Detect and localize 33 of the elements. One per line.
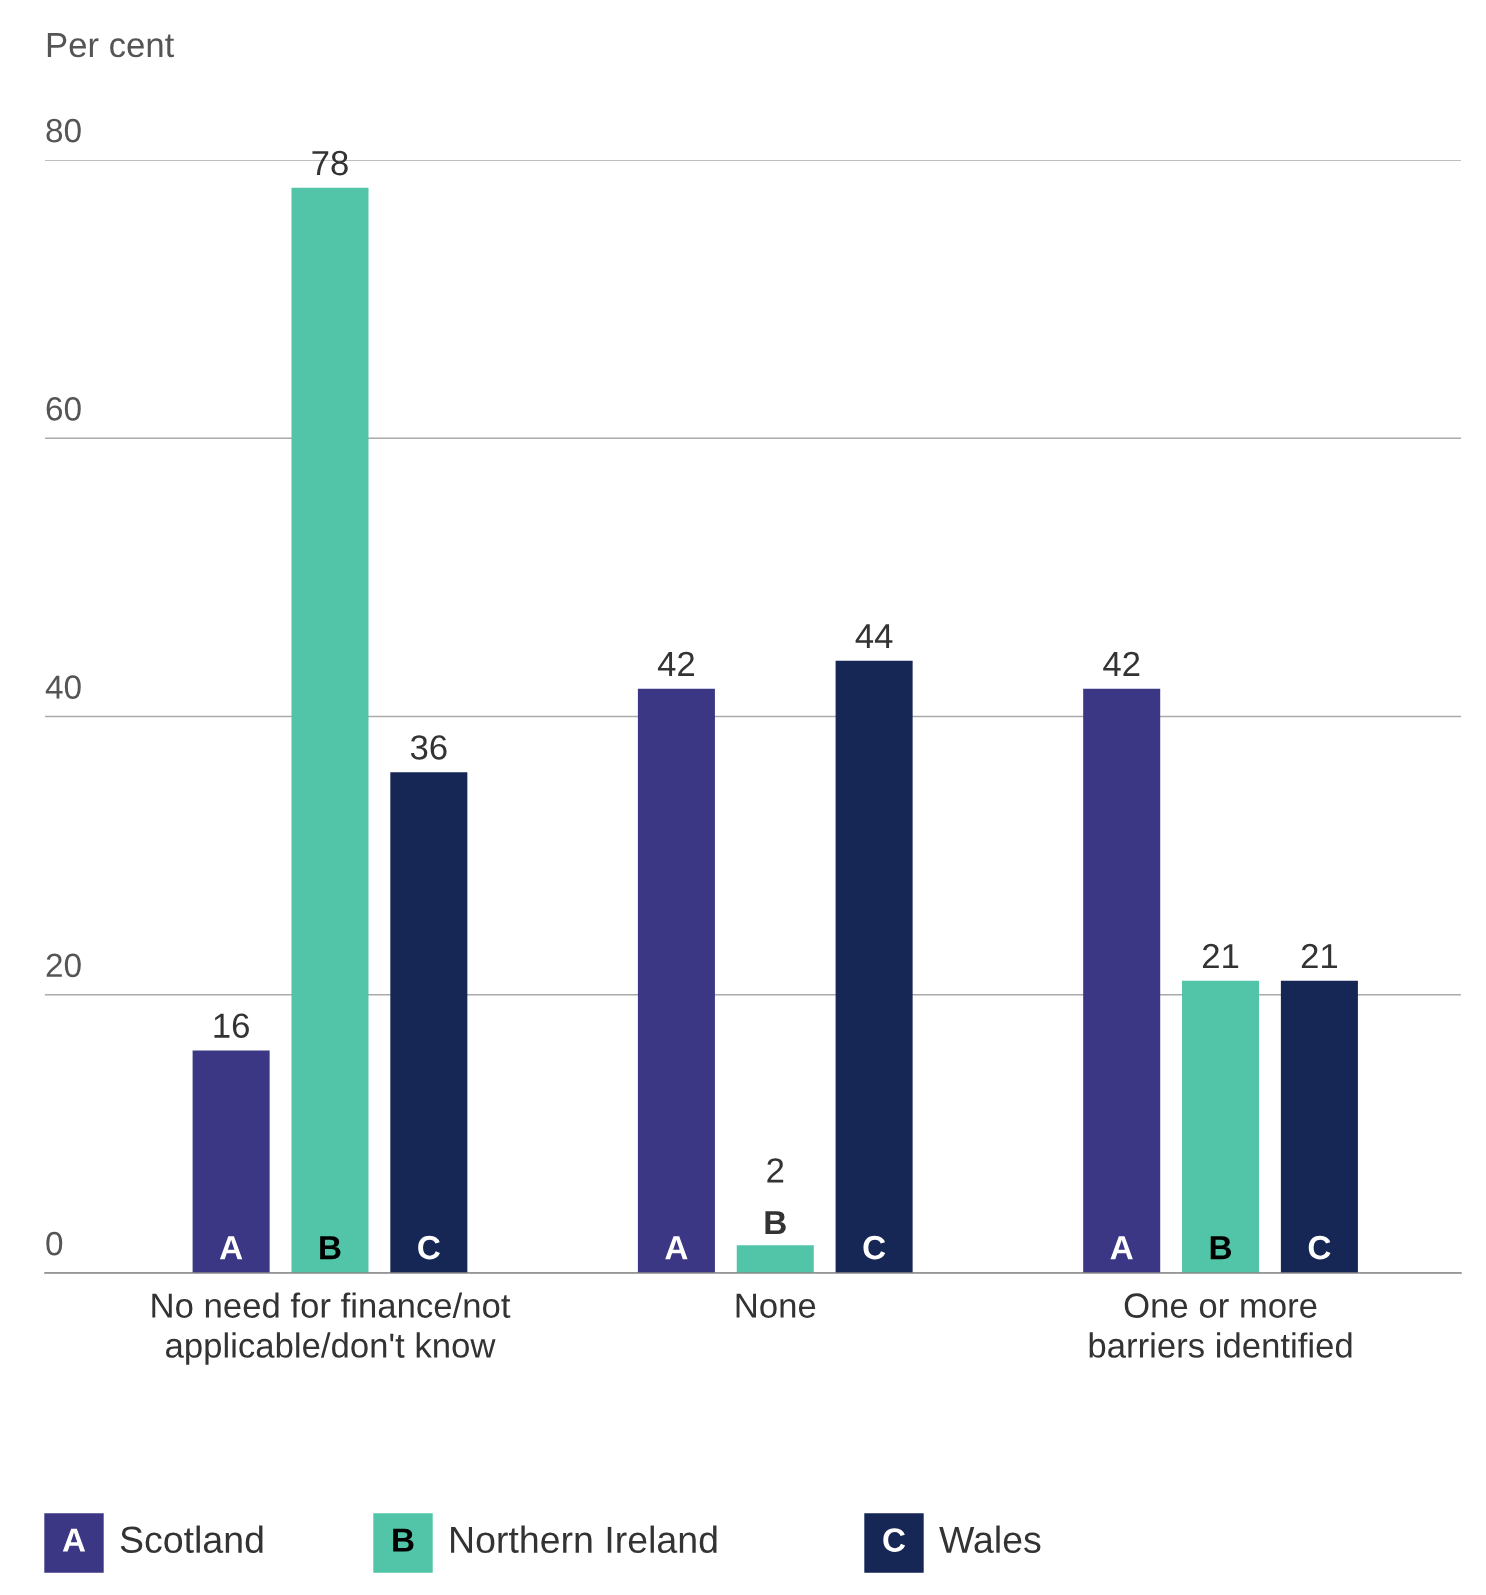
y-tick-label: 20: [46, 953, 81, 978]
text: C: [1308, 1235, 1331, 1260]
data-label: 42: [1103, 651, 1140, 676]
text: B: [393, 1528, 414, 1552]
y-tick-label: 60: [46, 397, 81, 421]
legend-label: Northern Ireland: [451, 1525, 717, 1554]
annotation: C: [418, 1235, 440, 1260]
text: A: [665, 1236, 688, 1260]
annotation: B: [320, 1236, 341, 1260]
text: B: [1210, 1236, 1232, 1260]
text: C: [863, 1235, 886, 1260]
x-tick-label: One or more barriers identified: [1089, 1293, 1352, 1358]
text: A: [1110, 1236, 1133, 1260]
data-label: 44: [855, 624, 893, 649]
data-label: 21: [1301, 943, 1338, 969]
x-tick-label: None: [736, 1293, 816, 1318]
y-tick-label: 0: [46, 1231, 63, 1256]
x-tick-label: No need for finance/not applicable/don't know: [152, 1292, 511, 1365]
legend-label: Scotland: [120, 1525, 263, 1554]
legend-label: Wales: [939, 1525, 1041, 1554]
text: B: [765, 1211, 786, 1235]
y-axis-title: Per cent: [47, 33, 175, 58]
text: A: [62, 1528, 86, 1552]
text: C: [883, 1528, 906, 1552]
y-tick-label: 40: [45, 675, 81, 699]
annotation: A: [219, 1236, 243, 1260]
data-label: 78: [312, 150, 348, 176]
data-label: 16: [214, 1013, 249, 1038]
y-tick-label: 80: [46, 118, 81, 143]
data-label: 42: [657, 651, 694, 676]
data-label: 36: [410, 735, 447, 760]
data-label: 2: [767, 1158, 784, 1183]
data-label: 21: [1202, 943, 1239, 969]
